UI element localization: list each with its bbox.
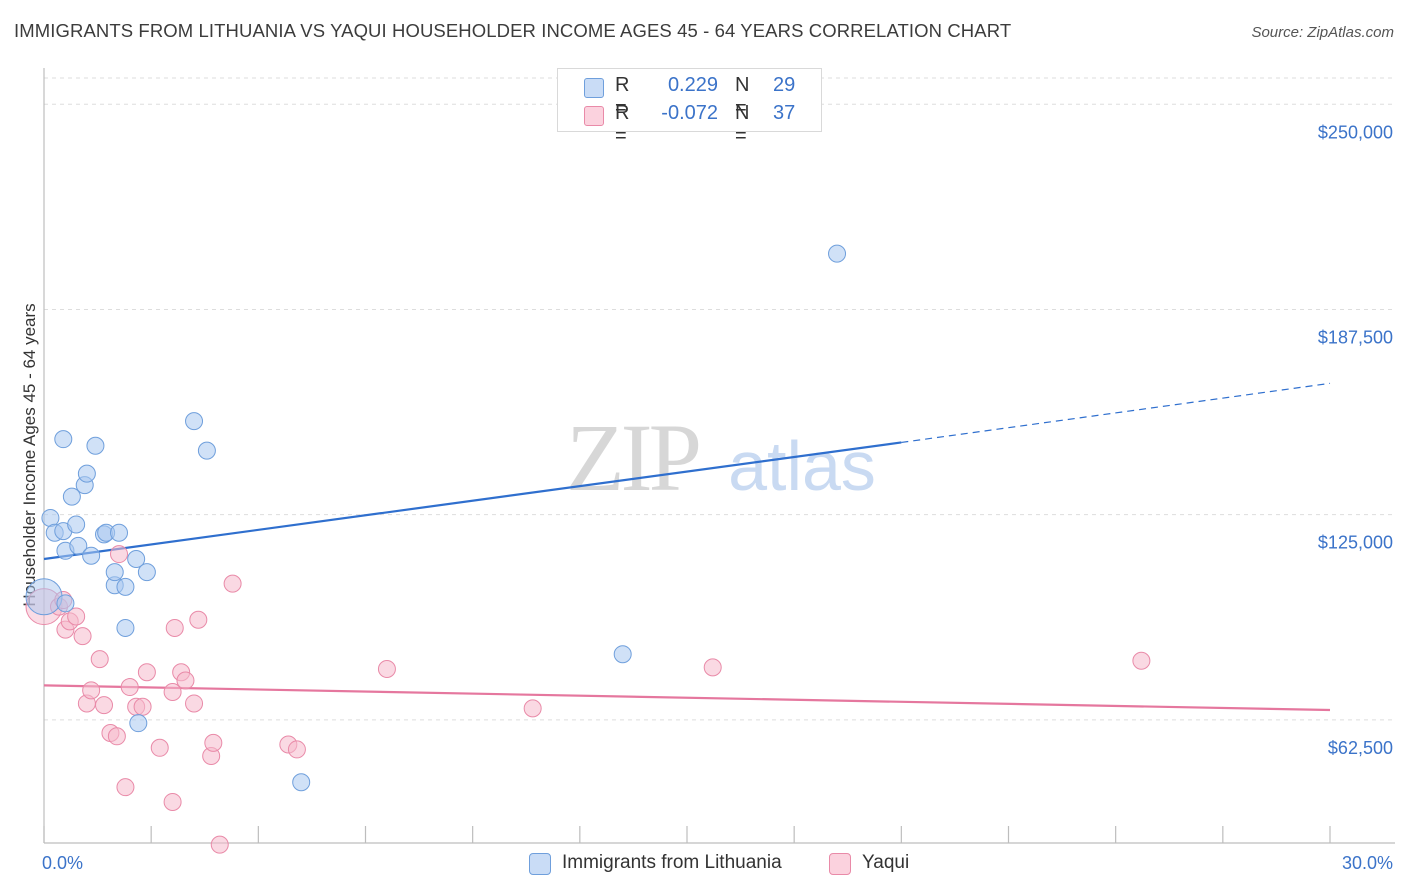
yaqui-swatch [584,106,604,126]
y-tick-label: $62,500 [1328,738,1393,758]
point-lithuania [62,487,81,506]
trend-line-lithuania-extension [901,382,1331,444]
point-lithuania [56,594,75,613]
point-yaqui [223,574,242,593]
point-lithuania [105,563,124,582]
point-yaqui [204,733,223,752]
legend-label-yaqui: Yaqui [862,852,910,873]
r-value-yaqui: -0.072 [661,102,718,124]
legend-swatch-lithuania [529,853,551,875]
point-lithuania [137,563,156,582]
point-yaqui [185,694,204,713]
point-yaqui [523,699,542,718]
point-yaqui [95,696,114,715]
point-yaqui [150,738,169,757]
point-lithuania [69,536,88,555]
point-yaqui [189,610,208,629]
point-yaqui [107,727,126,746]
point-yaqui [116,778,135,797]
source-label: Source: ZipAtlas.com [1251,24,1394,41]
point-lithuania [828,244,847,263]
axis-layer [43,68,1395,844]
n-value-lithuania: 29 [773,74,796,96]
legend: Immigrants from Lithuania Yaqui [529,852,929,878]
y-tick-label: $187,500 [1318,327,1393,347]
watermark-atlas: atlas [728,427,876,505]
point-yaqui [1132,651,1151,670]
point-yaqui [110,545,129,564]
point-yaqui [82,681,101,700]
point-lithuania [613,645,632,664]
trend-line-lithuania [43,441,902,561]
point-yaqui [90,650,109,669]
point-lithuania [116,577,135,596]
tick-label-layer: $62,500 $125,000 $187,500 $250,000 0.0% 30.0% [42,122,1393,873]
y-tick-label: $125,000 [1318,533,1393,553]
n-label: N = [735,102,750,147]
point-yaqui [176,671,195,690]
r-label: R = [615,74,630,119]
point-lithuania [54,430,73,449]
legend-swatch-yaqui [829,853,851,875]
n-value-yaqui: 37 [773,102,796,124]
point-yaqui [73,627,92,646]
point-lithuania [116,618,135,637]
point-lithuania [292,773,311,792]
point-yaqui [163,682,182,701]
trend-layer [43,382,1331,712]
point-yaqui [210,835,229,854]
n-label: N = [735,74,750,119]
point-yaqui [133,697,152,716]
points-layer [25,244,1151,854]
point-yaqui [120,678,139,697]
point-yaqui [67,607,86,626]
lithuania-swatch [584,78,604,98]
x-tick-label-max: 30.0% [1342,853,1393,873]
point-lithuania [110,523,129,542]
y-tick-label: $250,000 [1318,122,1393,142]
point-yaqui [377,659,396,678]
point-lithuania [77,464,96,483]
chart-title: IMMIGRANTS FROM LITHUANIA VS YAQUI HOUSE… [14,20,1012,41]
point-lithuania [67,515,86,534]
point-lithuania [25,578,63,616]
r-value-lithuania: 0.229 [667,74,718,96]
grid-layer [44,77,1395,721]
legend-label-lithuania: Immigrants from Lithuania [562,852,782,873]
point-lithuania [82,546,101,565]
point-yaqui [137,663,156,682]
trend-line-yaqui [43,684,1331,712]
point-lithuania [86,436,105,455]
correlation-stats-box: R = 0.229 N = 29 R = -0.072 N = 37 [557,68,822,147]
point-yaqui [703,658,722,677]
watermark-zip: ZIP [566,404,699,511]
x-tick-label-min: 0.0% [42,853,83,873]
point-lithuania [129,714,148,733]
point-yaqui [163,792,182,811]
point-yaqui [287,740,306,759]
watermark: ZIP atlas [566,404,876,511]
point-lithuania [197,441,216,460]
point-lithuania [185,412,204,431]
point-lithuania [127,549,146,568]
point-yaqui [165,618,184,637]
r-label: R = [615,102,630,147]
